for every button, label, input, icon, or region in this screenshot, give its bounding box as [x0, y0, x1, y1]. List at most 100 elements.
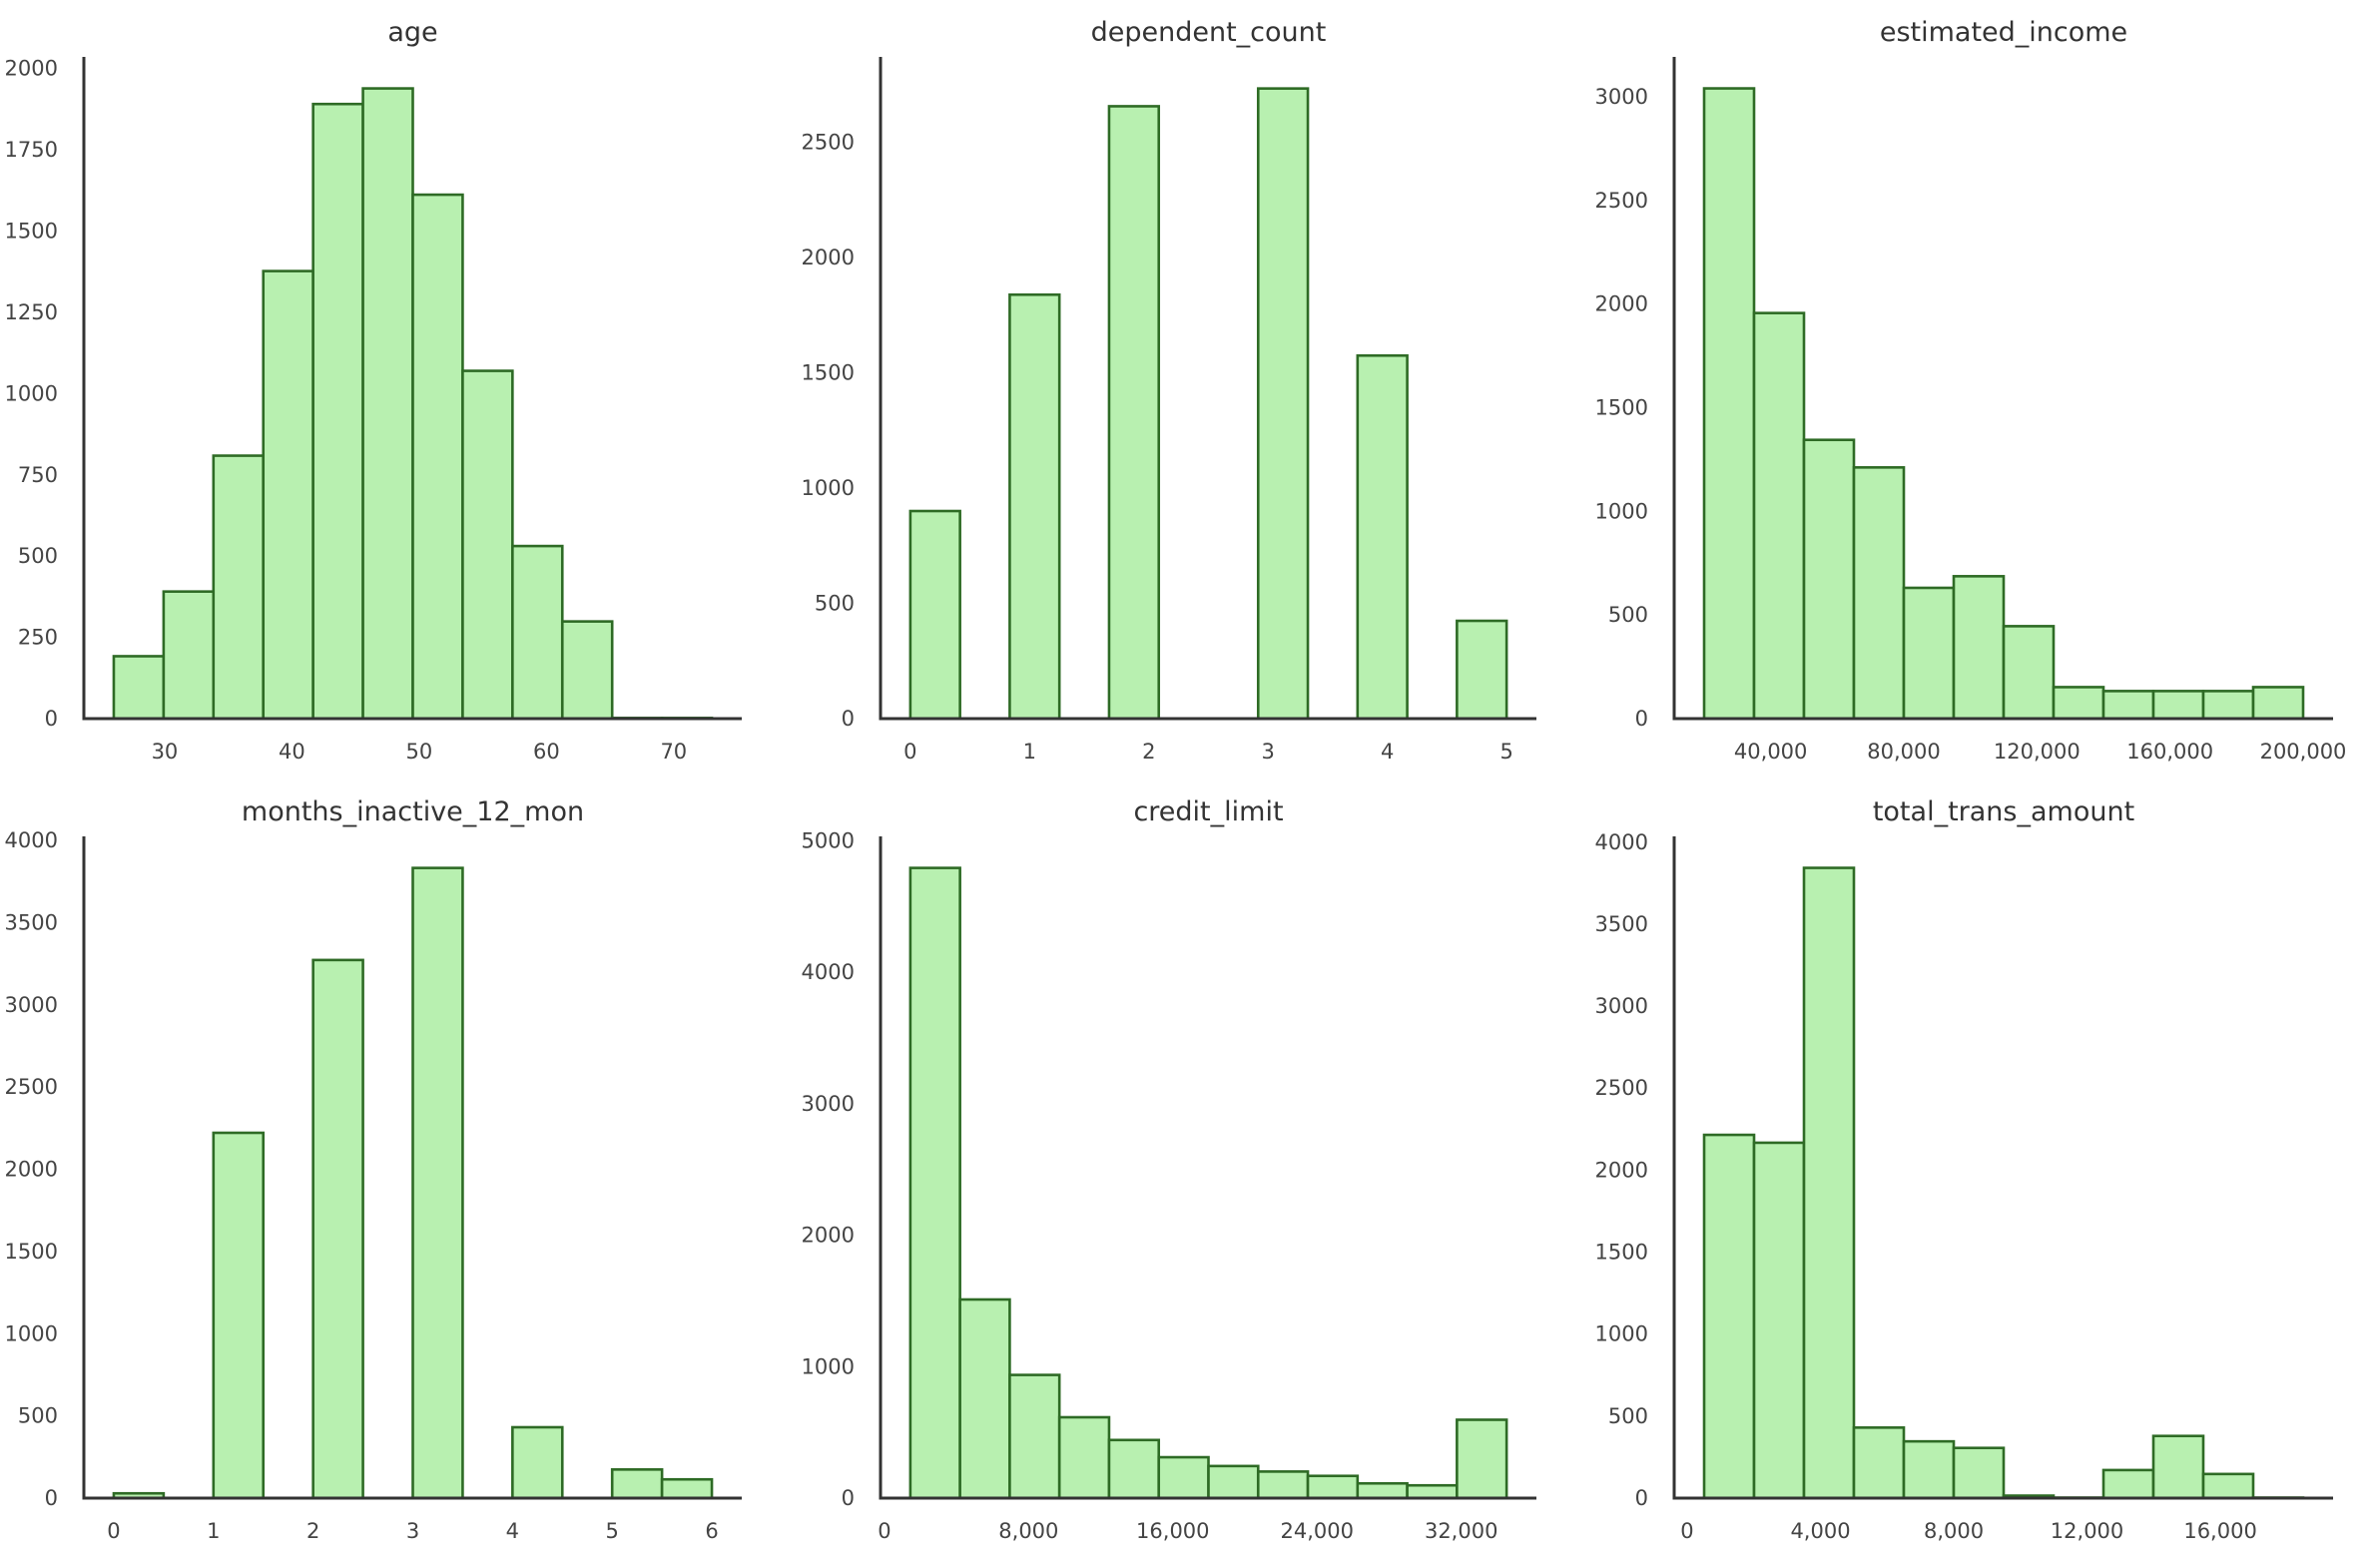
histogram-bar	[1356, 1481, 1409, 1500]
x-tick-label: 0	[107, 1519, 120, 1543]
y-tick-label: 3500	[5, 910, 58, 934]
histogram-bar	[1356, 353, 1409, 721]
y-tick-label: 1500	[1595, 396, 1648, 420]
histogram-bar	[311, 958, 364, 1500]
histogram-bar	[610, 1468, 664, 1500]
histogram-bar	[1306, 1474, 1360, 1500]
histogram-bar	[560, 620, 614, 721]
y-tick-label: 2500	[1595, 1076, 1648, 1100]
histogram-bar	[361, 87, 414, 721]
x-tick-label: 2	[1142, 740, 1155, 764]
y-tick-label: 250	[18, 626, 58, 650]
histogram-bar	[1157, 1455, 1210, 1500]
x-tick-label: 5	[1499, 740, 1512, 764]
x-tick-label: 200,000	[2260, 740, 2347, 764]
x-tick-label: 120,000	[1994, 740, 2081, 764]
histogram-bar	[262, 269, 314, 721]
histogram-bar	[2151, 1434, 2205, 1500]
histogram-bar	[1702, 1133, 1756, 1500]
x-tick-label: 60	[533, 740, 560, 764]
histogram-bar	[908, 866, 961, 1500]
y-tick-label: 500	[18, 544, 58, 568]
y-tick-label: 750	[18, 463, 58, 487]
x-tick-label: 2	[306, 1519, 319, 1543]
subplot-months-inactive: months_inactive_12_mon 0 1 2 3 4 5 6 0 500 1000 150…	[5, 796, 742, 1543]
y-tick-label: 1000	[1595, 1322, 1648, 1346]
x-tick-label: 16,000	[2183, 1519, 2256, 1543]
y-tick-label: 0	[1635, 1486, 1648, 1510]
y-tick-label: 1500	[5, 220, 58, 244]
y-tick-label: 2000	[802, 1224, 855, 1248]
subplot-total-trans-amount: total_trans_amount 0 4,000 8,000 12,000 16,00…	[1595, 796, 2333, 1543]
y-tick-label: 2000	[802, 246, 855, 269]
x-tick-label: 16,000	[1136, 1519, 1209, 1543]
y-tick-label: 1000	[5, 1321, 58, 1345]
y-tick-label: 3000	[1595, 994, 1648, 1018]
x-tick-label: 1	[207, 1519, 220, 1543]
x-tick-label: 70	[660, 740, 687, 764]
y-tick-label: 4000	[1595, 830, 1648, 854]
y-tick-label: 1000	[802, 1354, 855, 1378]
subplot-estimated-income: estimated_income 40,000 80,000 120,000 160,0…	[1595, 17, 2347, 764]
x-tick-label: 24,000	[1281, 1519, 1354, 1543]
histogram-bar	[1107, 105, 1161, 721]
subplot-credit-limit: credit_limit 0 8,000 16,000 24,000 32,000 0 100…	[802, 796, 1536, 1543]
histogram-bar	[1256, 1470, 1310, 1500]
x-tick-label: 8,000	[1924, 1519, 1984, 1543]
y-tick-label: 500	[815, 591, 855, 615]
subplot-age: age 30 40 50 60 70 0 250 500 750 1000 1250 1500 1750 2…	[5, 17, 742, 764]
histogram-bar	[1802, 866, 1856, 1500]
histogram-bar	[1752, 311, 1806, 721]
histogram-bar	[1752, 1141, 1806, 1500]
histogram-bar	[1902, 1439, 1956, 1500]
histogram-bar	[2052, 686, 2105, 721]
x-tick-label: 0	[903, 740, 916, 764]
x-tick-label: 160,000	[2126, 740, 2213, 764]
histogram-bar	[411, 866, 464, 1500]
histogram-bar	[511, 1425, 564, 1500]
x-tick-label: 0	[878, 1519, 891, 1543]
subplot-dependent-count: dependent_count 0 1 2 3 4 5 0 500 1000 1500 2000 250…	[802, 17, 1536, 764]
histogram-bar	[1456, 619, 1508, 721]
chart-title: credit_limit	[1133, 796, 1283, 827]
x-tick-label: 80,000	[1867, 740, 1940, 764]
y-tick-label: 2000	[1595, 1158, 1648, 1182]
histogram-bar	[2101, 690, 2155, 721]
y-tick-label: 2500	[802, 130, 855, 154]
y-tick-label: 2000	[5, 57, 58, 81]
y-tick-label: 3000	[5, 993, 58, 1017]
x-tick-label: 32,000	[1425, 1519, 1497, 1543]
y-tick-label: 2500	[1595, 189, 1648, 213]
histogram-bar	[411, 193, 464, 721]
y-tick-label: 1000	[802, 476, 855, 500]
y-tick-label: 0	[842, 1486, 855, 1510]
histogram-bar	[1902, 586, 1956, 721]
y-tick-label: 0	[842, 707, 855, 731]
y-tick-label: 1500	[802, 360, 855, 384]
x-tick-label: 6	[705, 1519, 718, 1543]
histogram-bar	[958, 1298, 1011, 1500]
x-tick-label: 0	[1680, 1519, 1693, 1543]
x-tick-label: 40	[279, 740, 305, 764]
y-tick-label: 2000	[5, 1158, 58, 1182]
y-tick-label: 1750	[5, 138, 58, 162]
histogram-bar	[511, 544, 564, 721]
x-tick-label: 50	[406, 740, 433, 764]
y-tick-label: 3500	[1595, 912, 1648, 936]
y-tick-label: 1000	[1595, 499, 1648, 523]
histogram-bar	[1802, 438, 1856, 721]
histogram-bar	[461, 369, 514, 721]
histogram-bar	[2151, 690, 2205, 721]
histogram-bar	[112, 655, 166, 721]
y-tick-label: 1500	[5, 1240, 58, 1264]
y-tick-label: 5000	[802, 828, 855, 852]
histogram-bar	[2002, 625, 2056, 721]
chart-title: total_trans_amount	[1873, 796, 2134, 827]
histogram-bar	[1008, 1373, 1061, 1500]
histogram-bar	[1952, 575, 2006, 721]
y-tick-label: 3000	[1595, 85, 1648, 109]
chart-title: estimated_income	[1880, 17, 2127, 48]
histogram-bar	[1406, 1483, 1459, 1500]
chart-title: age	[387, 17, 437, 48]
